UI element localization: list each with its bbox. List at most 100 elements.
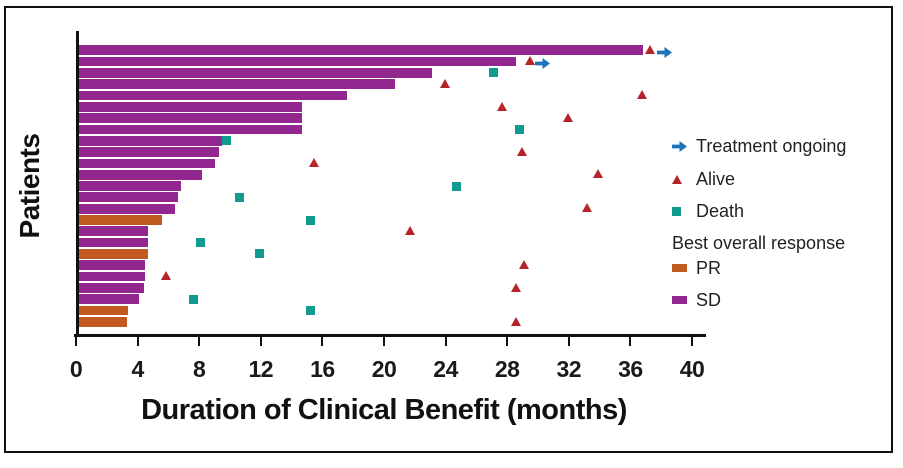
x-tick-mark-28 [506,337,509,346]
x-tick-label-20: 20 [371,356,397,382]
alive-triangle-icon [440,78,451,88]
x-tick-label-0: 0 [69,356,83,382]
legend-label: PR [696,257,722,278]
legend-label: SD [696,289,722,310]
figure-border [4,6,893,453]
patient-bar-22-sd [79,283,144,293]
legend-marker-box [672,136,696,157]
legend-item-death: Death [672,198,744,224]
x-tick-mark-4 [136,337,139,346]
alive-triangle-icon [510,316,521,326]
patient-bar-19-pr [79,249,149,259]
x-tick-label-28: 28 [494,356,520,382]
patient-bar-23-sd [79,294,140,305]
patient-bar-7-sd [79,113,303,123]
alive-triangle-icon [644,44,655,54]
death-square-icon [222,136,232,146]
patient-bar-16-pr [79,215,163,225]
treatment-ongoing-arrow-icon [656,45,672,63]
patient-bar-11-sd [79,158,215,169]
patient-bar-12-sd [79,169,203,180]
x-tick-label-40: 40 [679,356,705,382]
death-square-icon [196,238,206,248]
alive-triangle-icon [637,90,648,100]
x-tick-label-16: 16 [310,356,335,382]
patient-bar-8-sd [79,124,303,135]
patient-bar-17-sd [79,226,149,237]
y-axis-title: Patients [14,133,45,239]
legend-death-square-icon [672,206,681,216]
legend-sd-swatch-icon [672,296,687,304]
patient-bar-21-sd [79,271,146,282]
x-axis-line [74,334,706,337]
x-tick-label-4: 4 [131,356,144,382]
patient-bar-24-pr [79,305,129,316]
death-square-icon [451,181,461,191]
legend-marker-box [672,206,696,216]
legend-label: Death [696,200,745,221]
death-square-icon [488,68,498,78]
legend-item-best-overall-response: Best overall response [672,230,845,256]
death-square-icon [515,124,525,134]
death-square-icon [305,306,315,316]
patient-bar-13-sd [79,181,181,191]
x-tick-mark-20 [383,337,385,346]
patient-bar-18-sd [79,237,149,248]
legend-marker-box [672,264,696,272]
x-axis-title: Duration of Clinical Benefit (months) [141,394,627,426]
patient-bar-9-sd [79,135,223,146]
patient-bar-14-sd [79,192,178,203]
y-axis-line [76,31,79,337]
alive-triangle-icon [497,101,508,111]
alive-triangle-icon [161,271,172,281]
legend-label: Best overall response [672,232,846,253]
x-tick-label-32: 32 [556,356,582,382]
death-square-icon [234,192,244,202]
legend-alive-triangle-icon [672,174,682,184]
x-tick-mark-24 [444,337,447,346]
patient-bar-10-sd [79,147,220,157]
alive-triangle-icon [563,112,574,122]
x-tick-mark-16 [321,337,324,346]
legend-pr-swatch-icon [672,264,687,272]
legend-item-pr: PR [672,255,721,281]
patient-bar-2-sd [79,56,517,67]
patient-bar-6-sd [79,101,303,112]
alive-triangle-icon [524,56,535,66]
x-tick-mark-8 [198,337,201,346]
legend-label: Alive [696,168,736,189]
legend-label: Treatment ongoing [696,135,847,156]
treatment-ongoing-arrow-icon [535,56,551,74]
death-square-icon [254,249,264,259]
patient-bar-4-sd [79,79,395,89]
death-square-icon [188,294,198,304]
patient-bar-25-pr [79,317,127,327]
legend-item-alive: Alive [672,166,735,192]
legend-marker-box [672,296,696,304]
alive-triangle-icon [510,282,521,292]
alive-triangle-icon [517,146,528,156]
legend-item-sd: SD [672,287,721,313]
patient-bar-5-sd [79,90,348,101]
x-tick-label-8: 8 [193,356,206,382]
alive-triangle-icon [518,260,529,270]
patient-bar-15-sd [79,203,175,214]
patient-bar-1-sd [79,45,643,55]
patient-bar-20-sd [79,260,146,271]
x-tick-mark-32 [567,337,570,346]
legend-item-treatment-ongoing: Treatment ongoing [672,133,846,159]
legend-marker-box [672,174,696,184]
alive-triangle-icon [592,169,603,179]
alive-triangle-icon [581,203,592,213]
x-tick-label-12: 12 [248,356,274,382]
x-tick-mark-12 [259,337,262,346]
legend-ongoing-arrow-icon [672,136,687,157]
death-square-icon [305,215,315,225]
x-tick-mark-0 [75,337,77,346]
x-tick-label-36: 36 [618,356,643,382]
x-tick-label-24: 24 [433,356,458,382]
patient-bar-3-sd [79,67,432,78]
x-tick-mark-40 [691,337,693,346]
alive-triangle-icon [404,226,415,236]
